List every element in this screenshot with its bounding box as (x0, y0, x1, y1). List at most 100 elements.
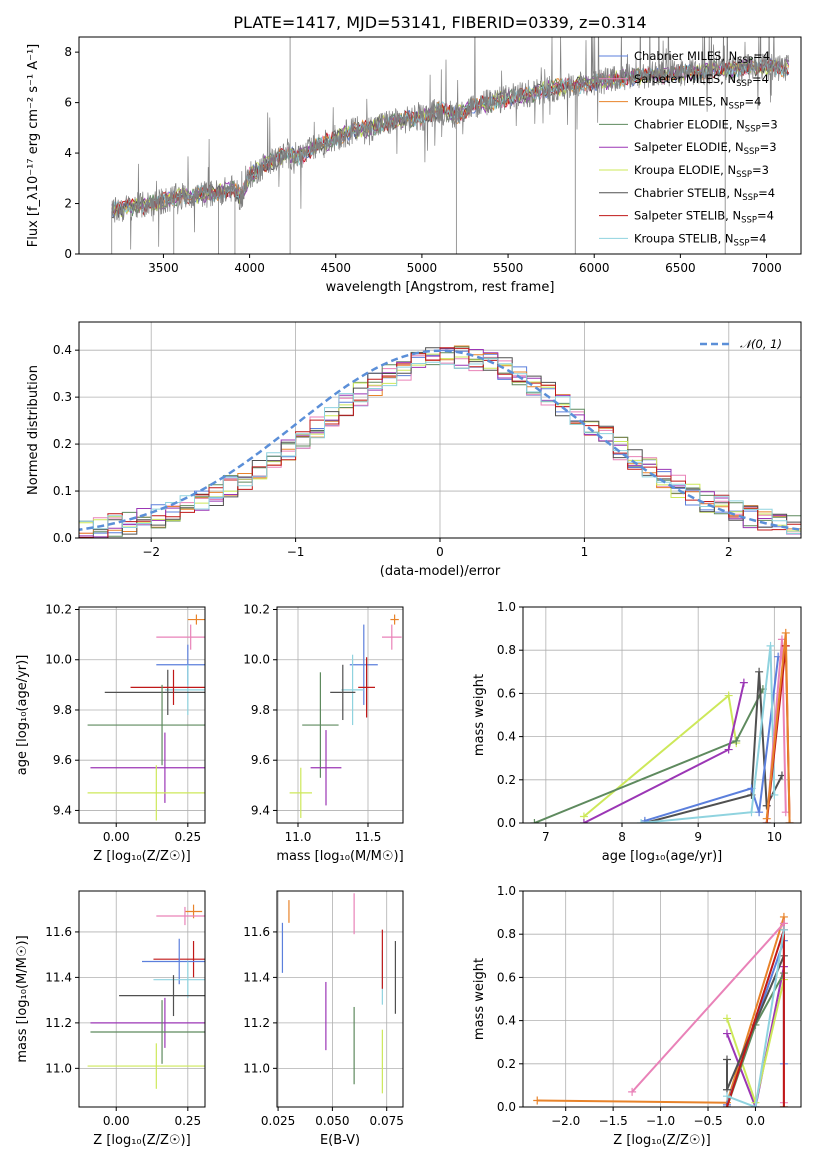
y-tick-label: 0.2 (53, 437, 72, 451)
legend-label: Salpeter MILES, N (634, 72, 736, 86)
legend-suffix: =4 (752, 72, 769, 86)
plot-area (79, 891, 205, 1107)
legend-subscript: SSP (745, 124, 761, 134)
legend-subscript: SSP (736, 79, 752, 89)
weight-marker-salpeter_elodie (722, 1029, 731, 1038)
weight-marker-chabrier_elodie (530, 819, 539, 823)
observed-spectrum (111, 37, 790, 250)
y-tick-label: 9.6 (251, 753, 270, 767)
x-tick-label: 8 (618, 830, 626, 844)
grid (79, 607, 205, 823)
x-tick-label: 11.0 (285, 830, 312, 844)
weight-marker-kroupa_stelib (722, 1092, 731, 1101)
x-tick-label: 0.0 (746, 1114, 765, 1128)
y-tick-label: 0 (64, 247, 72, 261)
x-axis-label: (data-model)/error (380, 564, 501, 579)
x-tick-label: 5000 (407, 261, 438, 275)
legend-entry: 𝒩(0, 1) (740, 337, 782, 351)
y-tick-label: 0.0 (497, 816, 516, 830)
plot-area (277, 891, 403, 1107)
legend-suffix: =3 (760, 140, 777, 154)
x-axis-label: mass [log₁₀(M/M☉)] (276, 849, 403, 864)
legend-entry: Kroupa ELODIE, NSSP=3 (634, 163, 769, 180)
legend-subscript: SSP (744, 147, 760, 157)
x-tick-label: 10 (767, 830, 782, 844)
x-tick-label: 0.00 (103, 1114, 130, 1128)
y-tick-label: 9.4 (53, 803, 72, 817)
plot-area (523, 891, 801, 1107)
y-tick-label: 0.8 (497, 927, 516, 941)
y-tick-label: 11.2 (243, 1016, 270, 1030)
y-tick-label: 0.6 (497, 686, 516, 700)
y-tick-label: 11.6 (45, 925, 72, 939)
y-tick-label: 8 (64, 45, 72, 59)
y-tick-label: 6 (64, 96, 72, 110)
panel-mass_vs_ebv: 0.025 0.050 0.075 11.0 11.2 11.4 11.6 E(B-V) (243, 890, 404, 1148)
legend-label: Chabrier ELODIE, N (634, 117, 745, 131)
panel-spectrum: 3500 4000 4500 5000 5500 6000 6500 7000 0 2 4 6 8 wav… (26, 36, 802, 295)
y-axis-label: age [log₁₀(age/yr)] (15, 655, 30, 776)
y-tick-label: 2 (64, 197, 72, 211)
residual-histogram-kroupa_stelib (79, 358, 801, 534)
weight-marker-kroupa_stelib (770, 790, 779, 799)
y-tick-label: 0.1 (53, 484, 72, 498)
data-layer (79, 345, 801, 538)
legend-suffix: =4 (753, 49, 770, 63)
x-axis-label: age [log₁₀(age/yr)] (602, 849, 723, 864)
plot-area (523, 607, 801, 823)
legend-label: Kroupa MILES, N (634, 95, 729, 109)
weight-marker-salpeter_elodie (579, 819, 588, 823)
x-tick-label: 2 (725, 545, 733, 559)
x-tick-label: 0.075 (370, 1114, 404, 1128)
gaussian-curve (79, 349, 801, 532)
x-tick-label: 4000 (234, 261, 265, 275)
x-tick-label: 1 (581, 545, 589, 559)
legend-label: Chabrier STELIB, N (634, 186, 742, 200)
grid (277, 607, 403, 823)
weight-marker-kroupa_elodie (724, 691, 733, 700)
y-axis-label: mass weight (472, 674, 487, 756)
x-tick-label: 7000 (751, 261, 782, 275)
weight-marker-kroupa_stelib (779, 925, 788, 934)
y-tick-label: 0.0 (497, 1100, 516, 1114)
x-tick-label: 0.050 (315, 1114, 349, 1128)
data-layer (111, 37, 790, 254)
x-axis-label: Z [log₁₀(Z/Z☉)] (93, 849, 190, 864)
panel-weight_vs_age: 7 8 9 10 0.0 0.2 0.4 0.6 0.8 1.0 age [log₁₀(age/yr… (472, 600, 802, 864)
x-tick-label: 3500 (148, 261, 179, 275)
legend-entry: Chabrier STELIB, NSSP=4 (634, 186, 775, 203)
legend-entry: Salpeter MILES, NSSP=4 (634, 72, 769, 89)
x-tick-label: −2.0 (551, 1114, 580, 1128)
x-axis-label: Z [log₁₀(Z/Z☉)] (93, 1133, 190, 1148)
y-tick-label: 0.4 (497, 1014, 516, 1028)
weight-marker-kroupa_elodie (722, 1014, 731, 1023)
legend-entry: Salpeter STELIB, NSSP=4 (634, 209, 774, 226)
weight-line-salpeter_elodie (726, 966, 785, 1107)
x-axis-label: Z [log₁₀(Z/Z☉)] (613, 1133, 710, 1148)
y-tick-label: 0.6 (497, 970, 516, 984)
x-tick-label: −0.5 (693, 1114, 722, 1128)
y-tick-label: 0.3 (53, 390, 72, 404)
x-tick-label: −1.5 (599, 1114, 628, 1128)
y-tick-label: 9.8 (251, 703, 270, 717)
y-axis-label: Normed distribution (26, 365, 41, 495)
x-tick-label: 6500 (665, 261, 696, 275)
y-tick-label: 0.4 (497, 730, 516, 744)
y-tick-label: 10.2 (243, 603, 270, 617)
plot-area (79, 607, 205, 823)
legend-label: Kroupa ELODIE, N (634, 163, 736, 177)
legend-label: Salpeter STELIB, N (634, 209, 741, 223)
panel-age_vs_mass: 11.0 11.5 9.4 9.6 9.8 10.0 10.2 mass [log₁₀(M/M… (243, 603, 403, 864)
legend-subscript: SSP (729, 102, 745, 112)
weight-marker-salpeter_elodie (724, 745, 733, 754)
legend-label: Chabrier MILES, N (634, 49, 737, 63)
y-tick-label: 11.0 (45, 1061, 72, 1075)
weight-line-kroupa_stelib (726, 929, 785, 1107)
y-tick-label: 11.0 (243, 1061, 270, 1075)
y-tick-label: 0.4 (53, 343, 72, 357)
x-tick-label: 4500 (320, 261, 351, 275)
weight-line-chabrier_miles (644, 656, 780, 822)
legend-suffix: =4 (757, 209, 774, 223)
